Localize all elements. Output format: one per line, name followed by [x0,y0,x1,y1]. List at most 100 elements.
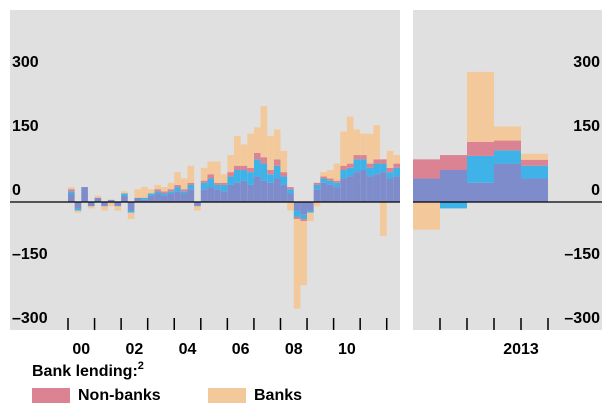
bar-segment [346,167,354,177]
bar-segment [127,212,135,220]
bar-segment [187,184,195,190]
bar-segment [207,161,215,175]
x-tick-label: 06 [232,341,250,358]
bar-segment [240,144,248,166]
bar-segment [253,176,261,202]
bar-segment [227,184,234,202]
bar-segment [273,159,281,166]
bar-segment [340,131,347,166]
bar-segment [81,187,88,202]
bar-segment [293,202,301,211]
bar-segment [234,165,241,170]
bar-segment [160,187,168,192]
bar-segment [87,202,95,207]
y-tick-label: –300 [564,310,600,327]
bar-segment [134,189,142,198]
bar-segment [234,182,241,202]
bar-segment [141,199,148,202]
y-tick-label: –150 [564,246,600,263]
bar-segment [521,165,548,179]
bar-segment [386,172,394,179]
bar-segment [287,193,294,202]
bar-segment [494,140,521,151]
bar-segment [521,159,548,166]
bar-segment [187,165,195,183]
bar-segment [280,176,288,185]
bar-segment [253,127,261,153]
bar-segment [200,167,208,181]
bar-segment [380,163,387,173]
bar-segment [207,187,215,202]
bar-segment [194,206,201,211]
y-tick-label: 150 [12,118,39,135]
bar-segment [267,182,274,202]
bar-segment [160,191,168,194]
bar-segment [194,202,201,207]
bar-segment [227,172,234,177]
bar-segment [353,129,361,156]
bar-segment [220,191,228,202]
bar-segment [467,141,494,156]
bar-segment [353,172,361,202]
bar-segment [220,182,228,185]
bar-segment [227,155,234,173]
bar-segment [147,195,155,202]
x-tick-label: 00 [72,341,90,358]
legend-label: Banks [254,387,302,404]
y-tick-label: 150 [573,118,600,135]
bar-segment [333,180,341,183]
bar-segment [521,178,548,202]
bar-segment [293,216,301,220]
bar-segment [340,178,347,202]
bar-segment [154,193,161,202]
x-axis-label: 2013 [503,341,539,358]
bar-segment [307,212,314,222]
bar-segment [360,133,367,156]
bar-segment [114,202,122,207]
bar-segment [293,219,301,309]
bar-segment [326,178,334,181]
bar-segment [267,170,274,175]
legend-note: 2 [138,360,144,372]
bar-segment [180,189,188,192]
bar-segment [260,106,268,158]
x-tick-label: 10 [338,341,356,358]
bar-segment [300,221,308,286]
bar-segment [413,202,440,230]
bar-segment [300,202,308,215]
bar-segment [240,170,248,181]
bar-segment [313,182,321,185]
bar-segment [320,172,327,177]
bar-segment [174,184,181,188]
bar-segment [101,206,108,211]
y-tick-label: 300 [12,54,39,71]
bar-segment [307,202,314,211]
bar-segment [200,180,208,183]
bar-segment [260,157,268,164]
bar-segment [121,191,128,194]
bar-segment [380,172,387,202]
bar-segment [300,214,308,220]
legend-title: Bank lending:2 [32,360,144,380]
bar-segment [147,189,155,194]
bar-segment [200,189,208,202]
y-tick-label: –300 [12,310,48,327]
bar-segment [134,197,142,202]
bar-segment [373,174,381,202]
bar-segment [220,184,228,192]
y-tick-label: 0 [591,182,600,199]
bar-segment [313,189,321,202]
bar-segment [68,187,75,190]
bar-segment [320,182,327,202]
bar-segment [313,202,321,207]
bar-segment [273,178,281,202]
bar-segment [160,195,168,202]
bar-segment [107,202,115,207]
y-tick-label: 300 [573,54,600,71]
bar-segment [214,184,221,190]
bar-segment [121,195,128,202]
bar-segment [320,178,327,183]
bar-segment [494,150,521,164]
bar-segment [307,210,314,213]
